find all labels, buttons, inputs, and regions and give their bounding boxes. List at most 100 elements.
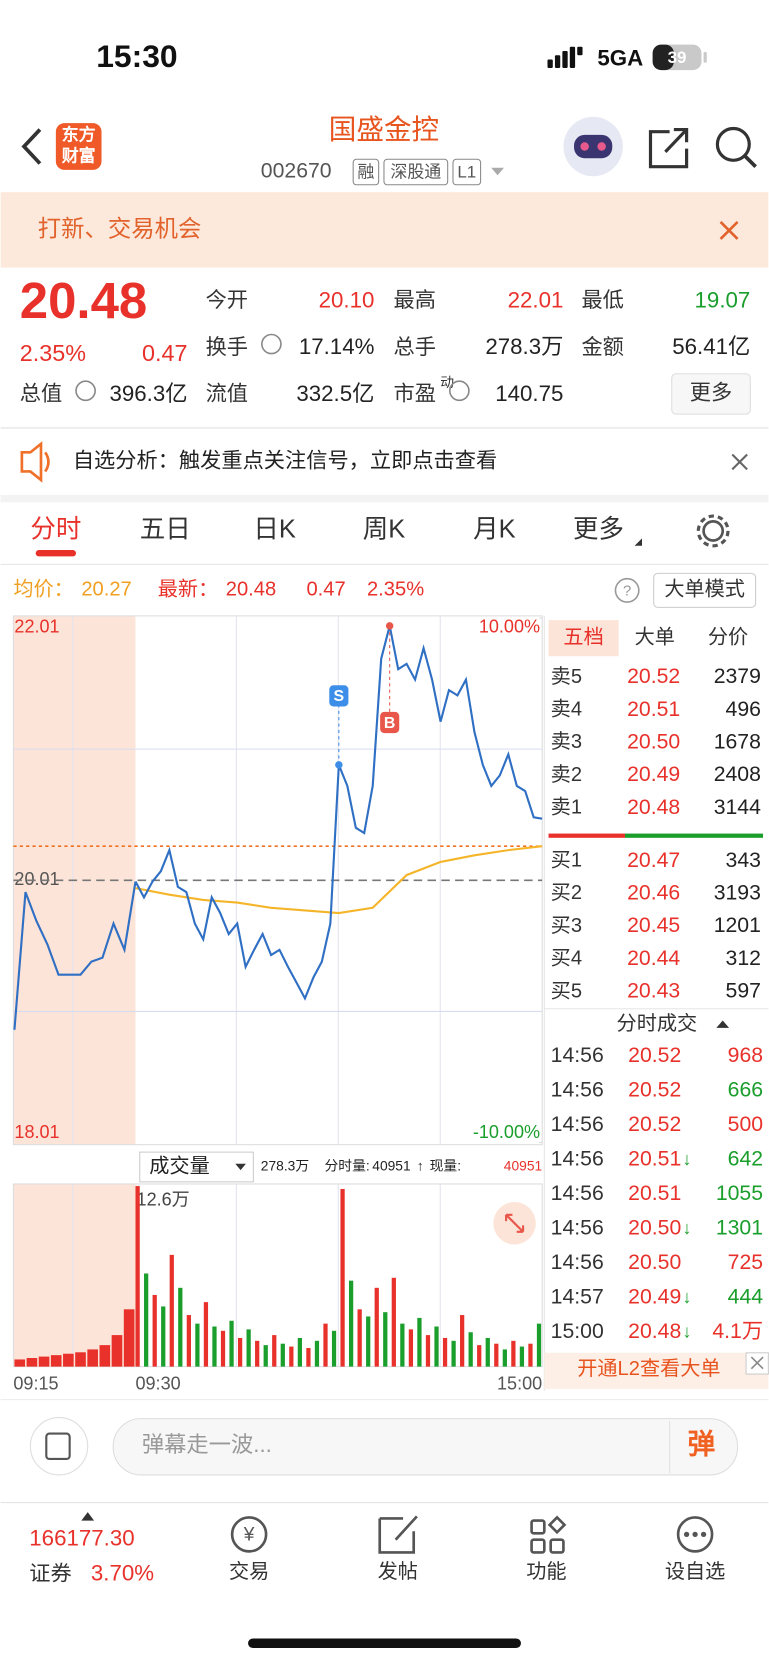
x-tick-label: 15:00 (497, 1373, 542, 1393)
comment-input[interactable] (112, 1418, 739, 1476)
logo[interactable] (55, 123, 102, 170)
period-label: 分时量: (325, 1159, 370, 1174)
trade-volume: 725 (728, 1251, 763, 1274)
avg-line (135, 845, 543, 915)
tab-underline (35, 550, 77, 557)
field-label: 市盈 (394, 382, 436, 406)
comment-placeholder: 弹幕走一波... (142, 1432, 272, 1457)
home-indicator (248, 1638, 521, 1649)
volume-bar (374, 1287, 379, 1367)
tag: L1 (457, 163, 476, 182)
current-volume: 40951 (504, 1159, 542, 1174)
indicator-label[interactable]: 成交量 (149, 1154, 209, 1177)
field-label: 流值 (206, 382, 248, 406)
change: 0.47 (142, 340, 187, 366)
nav-icons (230, 1515, 714, 1554)
nav-item[interactable]: 功能 (526, 1560, 566, 1583)
nav-item[interactable]: 设自选 (665, 1560, 725, 1583)
more-text[interactable]: 更多 (690, 381, 732, 405)
book-tab[interactable]: 五档 (563, 626, 603, 649)
avg-price: 20.27 (81, 579, 131, 601)
field-value: 17.14% (299, 334, 375, 359)
banner-text: 打新、交易机会 (38, 216, 202, 242)
banner-close[interactable] (719, 220, 739, 240)
volume-bar (348, 1280, 354, 1367)
book-tab[interactable]: 分价 (708, 626, 748, 649)
trade-price: 20.51 (628, 1148, 681, 1171)
notice-close[interactable] (731, 453, 748, 471)
nav-item[interactable]: 交易 (229, 1560, 269, 1583)
book-label: 卖4 (551, 698, 582, 721)
danmaku-icon (45, 1432, 71, 1461)
tab[interactable]: 周K (363, 516, 405, 544)
field-value: 22.01 (508, 287, 564, 312)
more-button[interactable] (671, 373, 751, 415)
field-value: 19.07 (695, 287, 751, 312)
volume-bar (38, 1356, 50, 1367)
tab[interactable]: 五日 (140, 516, 191, 544)
book-label: 卖1 (551, 796, 582, 819)
active-book-tab (548, 620, 619, 657)
tab[interactable]: 分时 (30, 516, 81, 544)
field-label: 金额 (581, 335, 623, 359)
banner[interactable] (0, 192, 769, 268)
trade-marker-label: B (384, 715, 396, 732)
book-tab[interactable]: 大单 (635, 626, 675, 649)
book-price: 20.43 (627, 980, 680, 1003)
x-tick-label: 09:15 (13, 1373, 58, 1393)
indicator-dropdown (235, 1163, 246, 1171)
volume-bar (408, 1329, 414, 1367)
tab[interactable]: 更多 (573, 516, 624, 544)
l2-text[interactable]: 开通L2查看大单 (577, 1357, 720, 1380)
stock-code: 002670 (261, 160, 332, 183)
volume-bar (494, 1343, 499, 1367)
volume-bar (99, 1345, 111, 1367)
period-arrow: ↑ (417, 1159, 424, 1174)
trades-collapse[interactable] (716, 1020, 730, 1028)
trade-time: 14:56 (551, 1113, 604, 1136)
tab[interactable]: 日K (253, 516, 295, 544)
latest-price: 20.48 (226, 579, 276, 601)
book-price: 20.45 (627, 914, 680, 937)
mode-button[interactable] (653, 572, 757, 608)
back-button[interactable] (21, 128, 42, 165)
settings-button[interactable] (702, 520, 725, 542)
l2-banner[interactable] (544, 1352, 769, 1389)
danmaku-settings[interactable] (29, 1417, 89, 1476)
notice-text[interactable]: 自选分析：触发重点关注信号，立即点击查看 (73, 449, 497, 473)
stock-name: 国盛金控 (329, 114, 439, 145)
book-volume: 597 (726, 980, 761, 1003)
danmaku-button[interactable]: 弹 (688, 1429, 716, 1460)
help-button[interactable] (614, 577, 640, 603)
field-label: 总手 (394, 335, 436, 359)
volume-bar (195, 1323, 200, 1367)
mode-text[interactable]: 大单模式 (664, 578, 745, 601)
share-button[interactable] (648, 127, 689, 169)
l2-close-icon (750, 1356, 764, 1370)
nav-item[interactable]: 发帖 (378, 1560, 418, 1583)
tab[interactable]: 月K (473, 516, 515, 544)
volume-bar (178, 1287, 183, 1367)
battery-text: 39 (668, 48, 687, 67)
divider (0, 494, 769, 503)
volume-bar (220, 1330, 226, 1367)
field-label: 换手 (206, 335, 248, 359)
search-button[interactable] (715, 126, 751, 162)
ask-bar (548, 833, 626, 838)
signal-icon (547, 46, 583, 68)
more-triangle (634, 538, 643, 546)
volume-bar (50, 1355, 62, 1367)
tag-box (383, 158, 449, 186)
trade-arrow: ↓ (682, 1321, 691, 1341)
index-name: 证券 (29, 1561, 71, 1585)
indicator-select[interactable] (139, 1151, 254, 1183)
volume-bar (297, 1337, 303, 1367)
code-dropdown[interactable] (491, 167, 504, 176)
volume-bar (186, 1315, 191, 1367)
trade-arrow: ↓ (682, 1218, 691, 1238)
current-label: 现量: (430, 1159, 461, 1174)
index-toggle[interactable] (81, 1512, 95, 1521)
index-pct: 3.70% (91, 1561, 154, 1586)
book-price: 20.49 (627, 763, 680, 786)
